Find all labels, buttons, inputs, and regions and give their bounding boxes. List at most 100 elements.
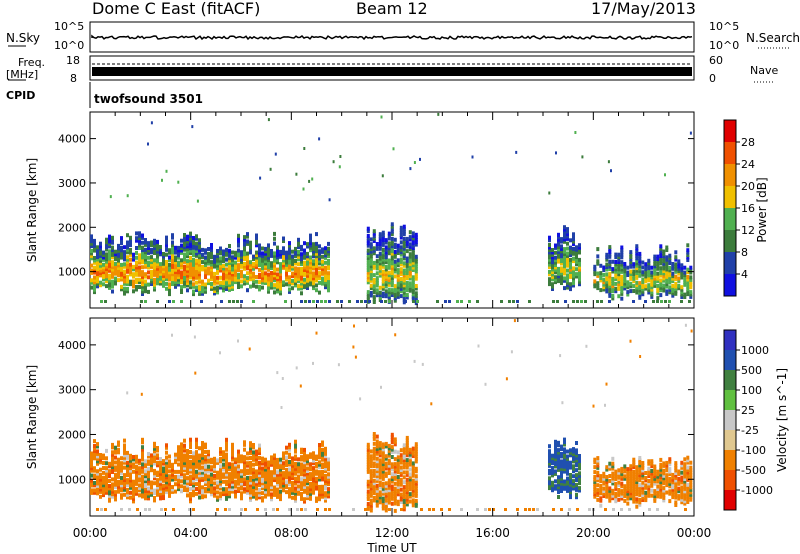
data-cell xyxy=(216,280,219,285)
data-cell xyxy=(390,472,394,477)
data-cell xyxy=(288,253,291,258)
data-cell xyxy=(213,254,216,259)
data-cell xyxy=(237,258,240,263)
data-cell xyxy=(201,490,204,495)
data-cell xyxy=(312,480,315,485)
data-cell xyxy=(93,268,96,273)
data-cell xyxy=(162,276,165,281)
data-cell xyxy=(129,458,132,463)
data-cell xyxy=(192,471,195,475)
data-cell xyxy=(213,456,216,461)
data-cell xyxy=(189,486,192,491)
data-cell xyxy=(375,498,379,503)
data-cell xyxy=(258,272,261,277)
data-cell xyxy=(210,243,213,247)
data-cell xyxy=(258,253,261,258)
data-cell xyxy=(288,255,291,260)
data-cell xyxy=(554,459,557,464)
data-cell xyxy=(387,295,391,300)
data-cell xyxy=(210,252,213,257)
data-cell xyxy=(327,494,330,499)
data-cell xyxy=(195,251,198,256)
data-cell xyxy=(668,273,672,278)
data-cell xyxy=(548,279,551,284)
colorbar-tick-label: -500 xyxy=(741,464,766,477)
data-cell xyxy=(132,264,135,269)
data-cell xyxy=(180,258,183,263)
data-cell xyxy=(231,279,234,284)
data-cell xyxy=(662,481,666,486)
data-cell xyxy=(90,481,93,485)
data-cell xyxy=(150,458,153,463)
data-cell xyxy=(162,274,165,278)
data-cell xyxy=(111,255,114,260)
data-cell xyxy=(93,473,96,478)
data-cell xyxy=(147,282,150,287)
data-cell xyxy=(219,496,222,501)
data-cell xyxy=(408,447,412,452)
data-cell xyxy=(141,489,144,494)
data-cell xyxy=(123,291,126,296)
data-cell xyxy=(680,500,684,505)
data-cell xyxy=(608,461,612,466)
data-cell xyxy=(306,478,309,483)
data-cell xyxy=(659,244,663,249)
velocity-plot-area xyxy=(90,319,693,513)
data-cell xyxy=(414,479,418,484)
data-cell xyxy=(288,248,291,253)
data-cell xyxy=(327,482,330,487)
data-cell xyxy=(111,445,114,450)
data-cell xyxy=(195,437,198,442)
data-cell xyxy=(294,447,297,452)
data-cell xyxy=(252,492,255,497)
data-cell xyxy=(204,284,207,289)
data-cell xyxy=(665,463,669,468)
ground-scatter-cell xyxy=(144,300,147,303)
data-cell xyxy=(216,256,219,261)
data-cell xyxy=(668,491,672,496)
data-cell xyxy=(294,246,297,251)
data-cell xyxy=(620,277,624,282)
data-cell xyxy=(671,279,675,283)
data-cell xyxy=(390,437,394,442)
data-cell xyxy=(246,232,249,237)
scatter-dot xyxy=(559,354,562,358)
data-cell xyxy=(677,259,681,264)
data-cell xyxy=(267,245,270,250)
data-cell xyxy=(390,271,394,276)
data-cell xyxy=(414,264,418,269)
data-cell xyxy=(231,455,234,460)
data-cell xyxy=(312,466,315,471)
data-cell xyxy=(282,473,285,478)
data-cell xyxy=(165,490,168,495)
data-cell xyxy=(617,264,621,269)
data-cell xyxy=(300,281,303,286)
data-cell xyxy=(129,238,132,243)
data-cell xyxy=(294,276,297,281)
data-cell xyxy=(414,476,418,481)
data-cell xyxy=(285,482,288,487)
data-cell xyxy=(638,283,642,288)
data-cell xyxy=(369,271,373,276)
scatter-dot xyxy=(147,142,149,146)
data-cell xyxy=(608,479,612,483)
data-cell xyxy=(225,269,228,274)
data-cell xyxy=(270,460,273,465)
data-cell xyxy=(153,481,156,486)
data-cell xyxy=(114,495,117,499)
data-cell xyxy=(231,469,234,474)
data-cell xyxy=(563,225,566,230)
data-cell xyxy=(375,442,379,446)
data-cell xyxy=(674,478,678,483)
data-cell xyxy=(405,448,409,453)
data-cell xyxy=(315,244,318,249)
data-cell xyxy=(411,258,415,263)
data-cell xyxy=(548,478,551,483)
data-cell xyxy=(255,265,258,270)
data-cell xyxy=(306,471,309,476)
data-cell xyxy=(569,274,572,279)
data-cell xyxy=(195,275,198,280)
data-cell xyxy=(192,277,195,282)
data-cell xyxy=(102,456,105,461)
data-cell xyxy=(378,463,382,468)
